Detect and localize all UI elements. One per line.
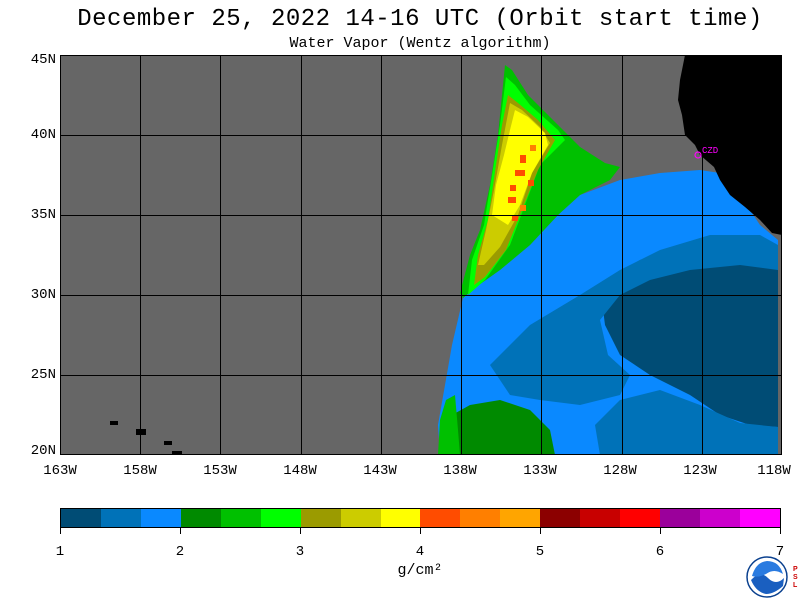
colorbar-label-4: 4 — [415, 544, 425, 560]
plume-orange-spot — [508, 197, 516, 203]
map-frame — [60, 55, 782, 455]
colorbar-unit: g/cm² — [397, 562, 443, 579]
plume-orange-spot — [510, 185, 516, 191]
plume-orange-spot — [520, 205, 526, 211]
colorbar-tick — [540, 528, 541, 534]
colorbar-label-5: 5 — [535, 544, 545, 560]
lon-label-128w: 128W — [603, 463, 637, 479]
plume-yellow-core — [492, 110, 548, 225]
colorbar-segment — [140, 509, 181, 527]
lon-label-138w: 138W — [443, 463, 477, 479]
lat-label-45n: 45N — [30, 52, 56, 68]
colorbar-tick — [60, 528, 61, 534]
colorbar-segment — [420, 509, 461, 527]
plume-orange-spot — [520, 155, 526, 163]
island-maui — [164, 441, 172, 445]
colorbar-label-1: 1 — [55, 544, 65, 560]
plume-orange-spot — [528, 180, 534, 186]
water-vapor-map: CZD — [60, 55, 782, 455]
colorbar-tick — [180, 528, 181, 534]
lon-label-118w: 118W — [757, 463, 791, 479]
colorbar-label-7: 7 — [775, 544, 785, 560]
island-kauai — [110, 421, 118, 425]
colorbar-segment — [739, 509, 780, 527]
colorbar-segment — [700, 509, 740, 527]
colorbar-segment — [580, 509, 621, 527]
lon-label-133w: 133W — [523, 463, 557, 479]
lon-label-148w: 148W — [283, 463, 317, 479]
plume-orange-spot — [530, 145, 536, 151]
colorbar-segment — [100, 509, 141, 527]
swath-mid-blue-region — [490, 235, 778, 405]
plume-orange-spot — [512, 215, 518, 221]
water-vapor-colorbar — [60, 508, 781, 528]
lat-label-30n: 30N — [30, 287, 56, 303]
land-north-america — [678, 55, 782, 235]
station-czd-marker[interactable]: CZD — [694, 146, 718, 159]
colorbar-segment — [260, 509, 301, 527]
colorbar-tick — [780, 528, 781, 534]
island-hawaii — [172, 451, 182, 455]
plume-orange-spot — [515, 170, 525, 176]
swath-mid-blue-south — [595, 390, 778, 455]
colorbar-segment — [540, 509, 581, 527]
colorbar-segment — [620, 509, 661, 527]
swath-green-south — [440, 400, 555, 455]
lat-label-20n: 20N — [30, 443, 56, 459]
colorbar-label-6: 6 — [655, 544, 665, 560]
station-czd-label: CZD — [702, 146, 718, 156]
colorbar-segment — [180, 509, 221, 527]
swath-green-edge — [438, 395, 460, 455]
noaa-logo-icon — [746, 556, 788, 598]
map-subtitle: Water Vapor (Wentz algorithm) — [289, 35, 551, 52]
colorbar-segment — [380, 509, 421, 527]
colorbar-tick — [300, 528, 301, 534]
colorbar-segment — [460, 509, 501, 527]
colorbar-segment — [340, 509, 381, 527]
lat-label-40n: 40N — [30, 127, 56, 143]
lon-label-153w: 153W — [203, 463, 237, 479]
colorbar-segment — [300, 509, 341, 527]
colorbar-segment — [220, 509, 261, 527]
colorbar-segment — [500, 509, 541, 527]
colorbar-label-2: 2 — [175, 544, 185, 560]
lat-label-25n: 25N — [30, 367, 56, 383]
colorbar-tick — [660, 528, 661, 534]
map-title: December 25, 2022 14-16 UTC (Orbit start… — [77, 6, 763, 33]
lon-label-123w: 123W — [683, 463, 717, 479]
colorbar-tick — [420, 528, 421, 534]
lon-label-163w: 163W — [43, 463, 77, 479]
lon-label-158w: 158W — [123, 463, 157, 479]
colorbar-segment — [61, 509, 101, 527]
colorbar-segment — [660, 509, 700, 527]
lon-label-143w: 143W — [363, 463, 397, 479]
swath-dark-blue-region — [600, 243, 778, 427]
colorbar-label-3: 3 — [295, 544, 305, 560]
lat-label-35n: 35N — [30, 207, 56, 223]
